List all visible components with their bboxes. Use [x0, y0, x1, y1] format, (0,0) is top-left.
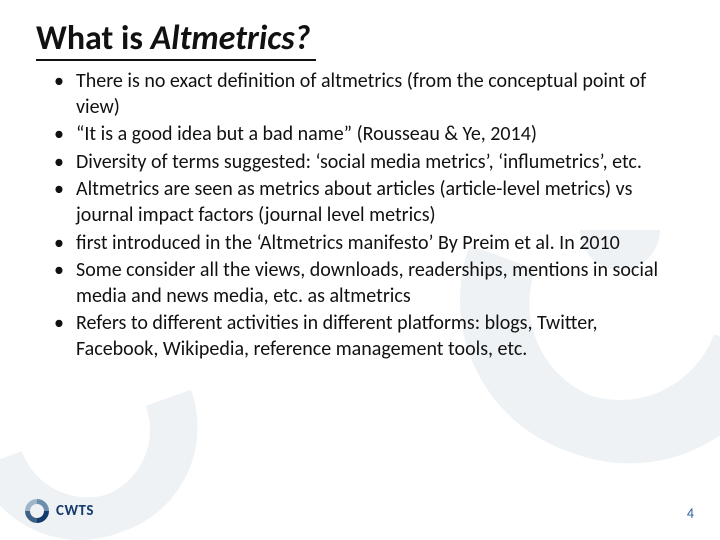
list-item: “It is a good idea but a bad name” (Rous… [54, 122, 684, 148]
bullet-text: first introduced in the ‘Altmetrics mani… [76, 231, 620, 255]
list-item: Refers to different activities in differ… [54, 311, 684, 362]
slide-title: What is Altmetrics? [36, 18, 316, 61]
list-item: first introduced in the ‘Altmetrics mani… [54, 231, 684, 257]
bullet-text: “It is a good idea but a bad name” (Rous… [76, 122, 537, 146]
page-number: 4 [687, 505, 694, 522]
bullet-list: There is no exact definition of altmetri… [36, 69, 684, 363]
logo-icon [22, 496, 52, 526]
slide-content: What is Altmetrics? There is no exact de… [0, 0, 720, 363]
bullet-text: There is no exact definition of altmetri… [76, 69, 646, 119]
list-item: There is no exact definition of altmetri… [54, 69, 684, 120]
logo-text: CWTS [56, 502, 94, 520]
title-plain: What is [36, 18, 151, 59]
bullet-text: Refers to different activities in differ… [76, 311, 597, 361]
bullet-text: Some consider all the views, downloads, … [76, 258, 658, 308]
bullet-text: Diversity of terms suggested: ‘social me… [76, 150, 642, 174]
logo: CWTS [22, 496, 94, 526]
list-item: Diversity of terms suggested: ‘social me… [54, 150, 684, 176]
title-italic: Altmetrics? [151, 18, 311, 59]
bullet-text: Altmetrics are seen as metrics about art… [76, 177, 632, 227]
list-item: Altmetrics are seen as metrics about art… [54, 177, 684, 228]
list-item: Some consider all the views, downloads, … [54, 258, 684, 309]
